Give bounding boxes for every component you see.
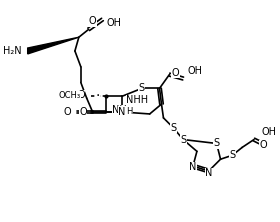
Text: OCH₃: OCH₃ <box>59 91 81 100</box>
Text: O: O <box>63 107 71 117</box>
Text: S: S <box>229 150 235 160</box>
Text: N: N <box>205 168 213 178</box>
Text: O: O <box>260 141 267 151</box>
Text: O: O <box>89 16 96 26</box>
Text: OH: OH <box>187 66 202 76</box>
Text: O: O <box>171 68 179 78</box>
Text: ·: · <box>95 89 100 103</box>
Text: NH: NH <box>112 105 127 115</box>
Text: H₂N: H₂N <box>3 46 22 56</box>
Polygon shape <box>28 37 79 54</box>
Text: OH: OH <box>106 18 122 28</box>
Text: N: N <box>189 162 197 172</box>
Text: S: S <box>170 123 176 133</box>
Text: S: S <box>214 139 220 149</box>
Text: S: S <box>180 135 186 145</box>
Text: N: N <box>118 107 126 117</box>
Text: NHH: NHH <box>126 95 148 105</box>
Text: S: S <box>139 83 145 93</box>
Text: OH: OH <box>262 127 277 137</box>
Text: H: H <box>129 95 136 104</box>
Text: O: O <box>79 107 87 117</box>
Text: H: H <box>126 107 132 115</box>
Text: O: O <box>77 90 85 100</box>
